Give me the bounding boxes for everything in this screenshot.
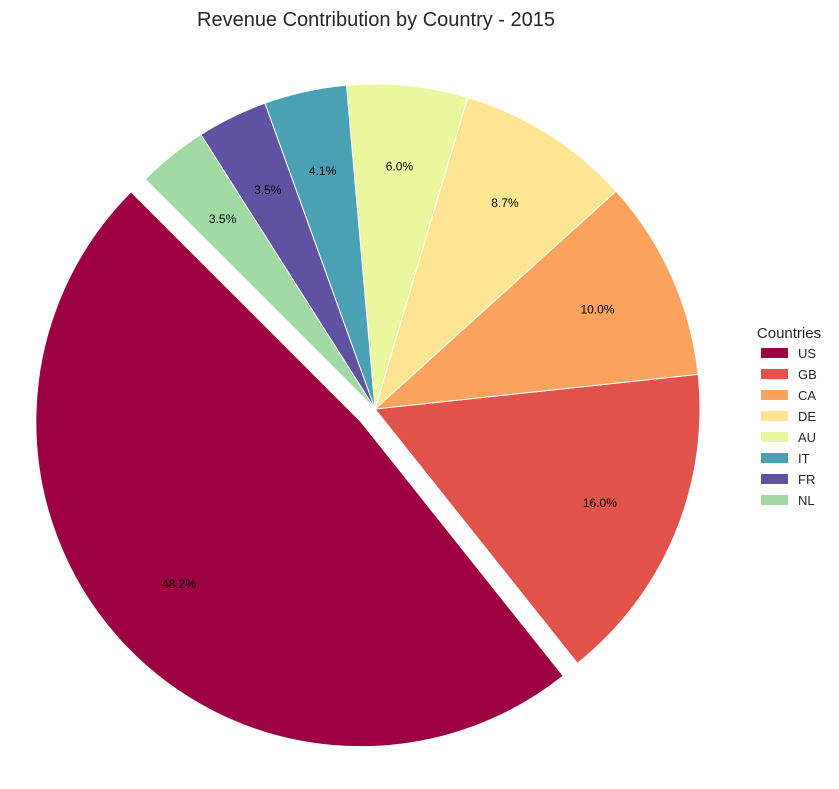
slice-label-it: 4.1% xyxy=(309,164,337,178)
slice-label-gb: 16.0% xyxy=(583,496,617,510)
legend-swatch-fr xyxy=(761,474,788,484)
pie-slice-de xyxy=(374,96,617,411)
legend-label-au: AU xyxy=(798,430,816,445)
legend-swatch-us xyxy=(761,348,788,358)
pie-slices xyxy=(35,83,701,748)
legend-swatch-nl xyxy=(761,495,788,505)
legend-label-nl: NL xyxy=(798,493,815,508)
pie-slice-au xyxy=(345,83,469,410)
legend-label-gb: GB xyxy=(798,367,817,382)
legend-swatch-ca xyxy=(761,390,788,400)
legend-label-it: IT xyxy=(798,451,810,466)
legend: Countries US GB CA DE AU IT FR NL xyxy=(757,325,821,508)
legend-label-us: US xyxy=(798,346,816,361)
legend-swatch-it xyxy=(761,453,788,463)
pie-slice-nl xyxy=(144,133,376,410)
pie-slice-gb xyxy=(374,373,701,664)
legend-label-fr: FR xyxy=(798,472,815,487)
pie-slice-ca xyxy=(373,190,699,410)
legend-swatch-au xyxy=(761,432,788,442)
legend-swatch-gb xyxy=(761,369,788,379)
slice-label-nl: 3.5% xyxy=(209,212,237,226)
legend-label-ca: CA xyxy=(798,388,816,403)
slice-label-de: 8.7% xyxy=(491,196,519,210)
pie-slice-us xyxy=(35,191,564,748)
slice-label-us: 48.2% xyxy=(162,577,196,591)
legend-swatch-de xyxy=(761,411,788,421)
slice-label-ca: 10.0% xyxy=(580,302,614,316)
legend-title: Countries xyxy=(757,325,821,342)
percentage-labels: 48.2% 16.0% 10.0% 8.7% 6.0% 4.1% 3.5% 3.5% xyxy=(162,159,617,591)
slice-label-au: 6.0% xyxy=(386,159,414,173)
chart-title: Revenue Contribution by Country - 2015 xyxy=(197,9,555,31)
legend-items: US GB CA DE AU IT FR NL xyxy=(761,346,817,508)
legend-label-de: DE xyxy=(798,409,816,424)
slice-label-fr: 3.5% xyxy=(254,183,282,197)
